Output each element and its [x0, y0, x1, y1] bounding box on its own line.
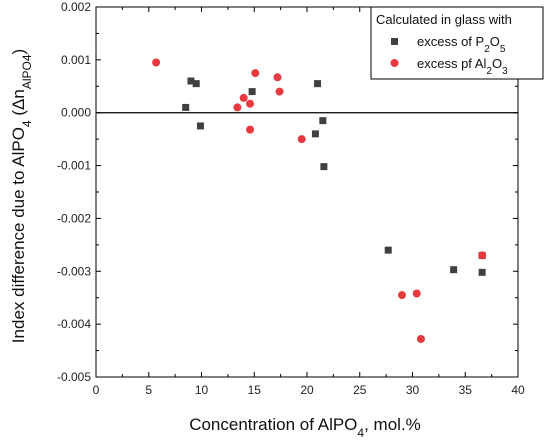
y-tick-label: 0.001 [61, 53, 91, 67]
legend: Calculated in glass with excess of P2O5 … [370, 6, 544, 80]
data-points [152, 58, 487, 343]
data-point-circle [478, 251, 487, 260]
data-point-circle [251, 69, 260, 78]
tick-labels: 0 5 10 15 20 25 30 35 40 -0.005 -0.004 -0.003 -0.002… [57, 0, 525, 397]
data-point-square [478, 268, 486, 276]
data-point-circle [416, 334, 425, 343]
data-point-square [248, 88, 256, 96]
data-point-square [192, 80, 200, 88]
data-point-square [320, 163, 328, 171]
data-point-square [450, 266, 458, 274]
y-tick-label: -0.005 [57, 370, 91, 384]
y-tick-label: -0.004 [57, 317, 91, 331]
data-point-square [182, 103, 190, 111]
legend-entry-p2o5: excess of P2O5 [417, 34, 506, 55]
data-point-circle [239, 93, 248, 102]
data-point-square [196, 122, 204, 130]
legend-marker-square [391, 38, 398, 45]
x-tick-label: 40 [511, 383, 525, 397]
data-point-circle [246, 125, 255, 134]
data-point-circle [397, 291, 406, 300]
y-tick-label: 0.000 [61, 106, 91, 120]
x-tick-label: 0 [93, 383, 100, 397]
x-tick-label: 30 [406, 383, 420, 397]
data-point-circle [233, 103, 242, 112]
legend-title: Calculated in glass with [376, 12, 512, 27]
legend-box [370, 6, 544, 80]
x-tick-label: 25 [353, 383, 367, 397]
data-point-circle [273, 73, 282, 82]
data-point-square [311, 130, 319, 138]
x-tick-label: 10 [195, 383, 209, 397]
x-axis-title: Concentration of AlPO4, mol.% [189, 415, 421, 440]
y-tick-label: -0.001 [57, 159, 91, 173]
data-point-square [319, 117, 327, 125]
x-tick-label: 5 [145, 383, 152, 397]
x-tick-label: 15 [248, 383, 262, 397]
y-axis-title: Index difference due to AlPO4 (ΔnAlPO4) [9, 49, 34, 343]
data-point-circle [297, 135, 306, 144]
data-point-circle [275, 87, 284, 96]
data-point-square [384, 246, 392, 254]
x-tick-label: 20 [300, 383, 314, 397]
data-point-circle [246, 99, 255, 108]
data-point-square [314, 80, 322, 88]
legend-marker-circle [390, 59, 399, 67]
data-point-square [187, 77, 195, 85]
y-tick-label: -0.003 [57, 264, 91, 278]
y-tick-label: 0.002 [61, 0, 91, 14]
data-point-circle [412, 289, 421, 298]
axes [95, 6, 519, 378]
data-point-circle [152, 58, 161, 67]
x-tick-label: 35 [459, 383, 473, 397]
y-tick-label: -0.002 [57, 211, 91, 225]
legend-entry-al2o3: excess pf Al2O3 [417, 56, 508, 77]
